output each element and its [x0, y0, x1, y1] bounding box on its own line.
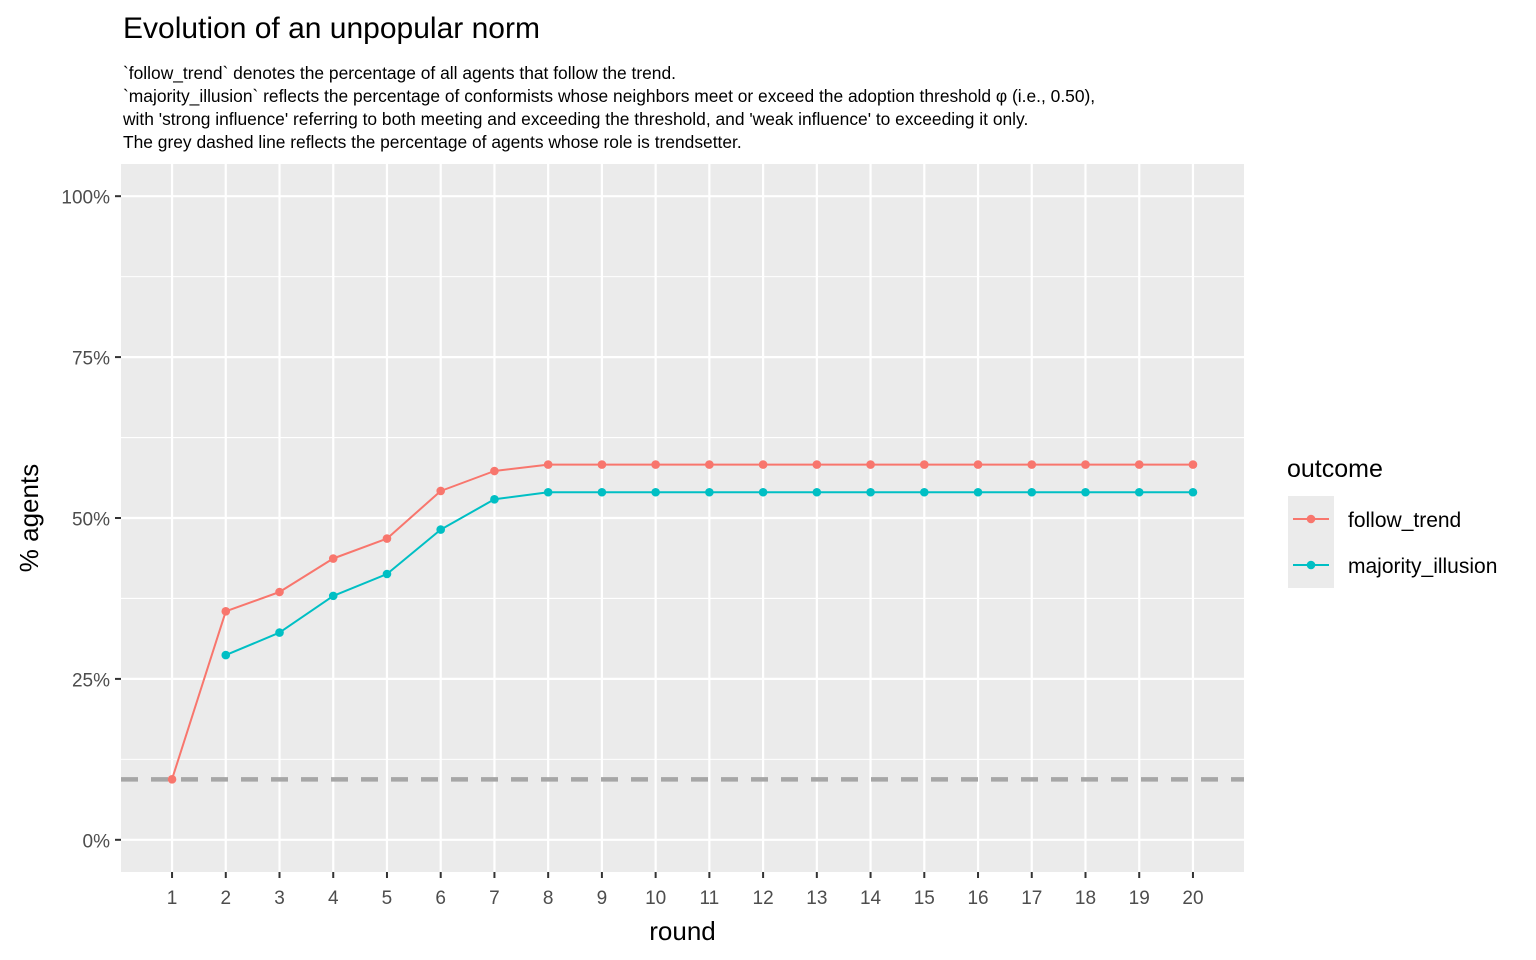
x-tick-label: 4	[328, 888, 339, 909]
data-point-majority-illusion	[490, 495, 499, 504]
x-tick-label: 16	[967, 888, 988, 909]
grid-lines	[121, 164, 1244, 872]
data-point-follow-trend	[973, 460, 983, 469]
legend-label: majority_illusion	[1348, 555, 1497, 578]
series-group	[167, 460, 1198, 784]
y-tick-label: 25%	[72, 670, 110, 691]
x-tick-label: 19	[1129, 888, 1150, 909]
data-point-follow-trend	[758, 460, 768, 469]
data-point-follow-trend	[705, 460, 714, 469]
subtitle-line: The grey dashed line reflects the percen…	[123, 132, 742, 152]
data-point-follow-trend	[382, 534, 392, 543]
data-point-majority-illusion	[275, 628, 284, 637]
data-point-majority-illusion	[328, 591, 338, 601]
legend-title: outcome	[1287, 455, 1383, 483]
data-point-follow-trend	[597, 460, 607, 469]
data-point-majority-illusion	[436, 525, 446, 534]
x-tick-label: 7	[489, 888, 500, 909]
data-point-follow-trend	[167, 775, 177, 784]
data-point-follow-trend	[651, 460, 660, 469]
x-tick-label: 14	[860, 888, 882, 909]
x-tick-label: 3	[274, 888, 285, 909]
data-point-follow-trend	[1188, 460, 1198, 469]
data-point-follow-trend	[436, 486, 446, 496]
x-tick-label: 12	[753, 888, 774, 909]
data-point-majority-illusion	[221, 650, 231, 660]
x-tick-label: 6	[435, 888, 446, 909]
y-tick-label: 50%	[72, 510, 110, 531]
data-point-majority-illusion	[812, 487, 822, 497]
legend: outcome follow_trend majority_illusion	[1287, 455, 1497, 588]
x-tick-label: 2	[220, 888, 231, 909]
x-axis-title: round	[649, 916, 716, 946]
data-point-follow-trend	[812, 460, 822, 469]
subtitle-line: `follow_trend` denotes the percentage of…	[123, 63, 676, 83]
data-point-majority-illusion	[597, 487, 607, 497]
data-point-majority-illusion	[1027, 487, 1037, 497]
x-tick-label: 18	[1075, 888, 1096, 909]
y-tick-label: 0%	[83, 831, 111, 852]
y-tick-label: 75%	[72, 349, 110, 370]
x-tick-label: 15	[914, 888, 935, 909]
data-point-follow-trend	[490, 466, 499, 476]
data-point-follow-trend	[919, 460, 929, 469]
data-point-follow-trend	[328, 554, 338, 563]
data-point-majority-illusion	[758, 487, 768, 497]
series-line-follow-trend	[171, 463, 1193, 780]
axes: 0%25%50%75%100%1 2 3 4 5 6 7 8 9 10 11 12 13 14 15 16 17…	[61, 188, 1203, 909]
legend-key-point	[1306, 560, 1316, 570]
data-point-majority-illusion	[382, 569, 392, 579]
data-point-follow-trend	[275, 587, 284, 597]
x-tick-label: 9	[597, 888, 608, 909]
chart-title: Evolution of an unpopular norm	[123, 12, 540, 45]
y-tick-label: 100%	[61, 188, 110, 209]
chart-subtitle: `follow_trend` denotes the percentage of…	[123, 62, 1095, 154]
legend-key-point	[1306, 514, 1316, 524]
data-point-majority-illusion	[705, 487, 714, 497]
legend-label: follow_trend	[1348, 509, 1461, 532]
data-point-majority-illusion	[543, 487, 553, 497]
y-axis-title: % agents	[14, 464, 44, 572]
data-point-follow-trend	[1134, 460, 1144, 469]
data-point-follow-trend	[543, 460, 553, 469]
x-tick-label: 8	[543, 888, 554, 909]
legend-keys: follow_trend majority_illusion	[1288, 496, 1497, 588]
x-tick-label: 13	[806, 888, 827, 909]
x-tick-label: 5	[382, 888, 393, 909]
x-tick-label: 11	[699, 888, 719, 909]
x-tick-label: 17	[1021, 888, 1042, 909]
data-point-majority-illusion	[919, 487, 929, 497]
data-point-majority-illusion	[1188, 487, 1198, 497]
data-point-majority-illusion	[973, 487, 983, 497]
x-tick-label: 20	[1182, 888, 1203, 909]
data-point-follow-trend	[221, 607, 231, 616]
data-point-follow-trend	[1081, 460, 1090, 469]
subtitle-line: with 'strong influence' referring to bot…	[123, 109, 1029, 129]
data-point-follow-trend	[866, 460, 875, 469]
subtitle-line: `majority_illusion` reflects the percent…	[123, 86, 1096, 106]
data-point-majority-illusion	[866, 487, 875, 497]
x-tick-label: 1	[167, 888, 178, 909]
data-point-follow-trend	[1027, 460, 1037, 469]
data-point-majority-illusion	[1134, 487, 1144, 497]
x-tick-label: 10	[645, 888, 666, 909]
data-point-majority-illusion	[1081, 487, 1090, 497]
data-point-majority-illusion	[651, 487, 660, 497]
